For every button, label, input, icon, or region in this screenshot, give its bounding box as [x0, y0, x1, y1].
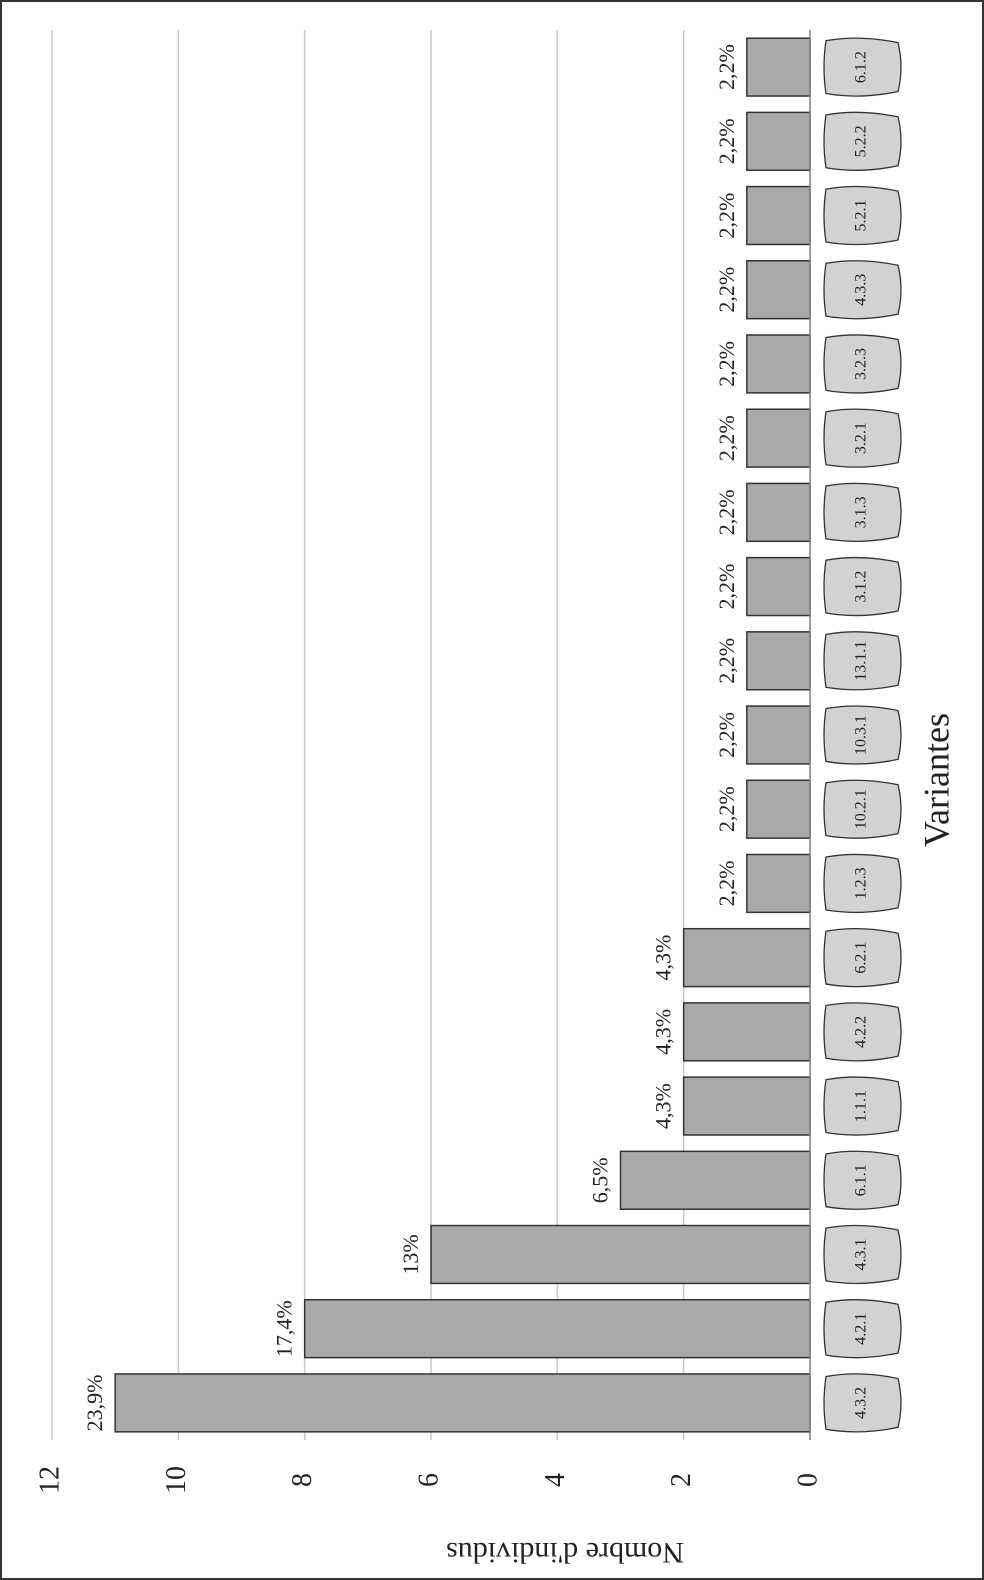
vessel: [823, 705, 902, 765]
vessel: [823, 1002, 902, 1062]
vessel: [823, 631, 902, 691]
vessel: [823, 1299, 902, 1359]
x-tick-label: 10.3.1: [853, 715, 870, 755]
x-tick-label: 3.2.3: [853, 348, 870, 380]
bar: [746, 482, 811, 543]
x-tick-label: 3.1.3: [853, 496, 870, 528]
bar: [746, 408, 811, 468]
bar: [746, 334, 811, 394]
value-label: 2,2%: [714, 415, 739, 461]
x-tick-label: 4.2.2: [853, 1016, 870, 1048]
bar: [746, 260, 811, 320]
bar: [682, 927, 811, 988]
value-label: 6,5%: [588, 1157, 613, 1203]
y-tick-label: 10: [161, 1466, 192, 1494]
bar: [746, 556, 811, 617]
vessel: [823, 408, 902, 468]
value-label: 4,3%: [651, 935, 676, 981]
x-tick-label: 3.2.1: [853, 422, 870, 454]
vessel: [823, 260, 902, 320]
x-axis-title: Variantes: [916, 713, 956, 847]
y-tick-label: 0: [792, 1473, 823, 1487]
vessel: [823, 779, 902, 839]
value-label: 2,2%: [714, 267, 739, 313]
value-label: 2,2%: [714, 44, 739, 90]
vessel: [823, 853, 902, 914]
value-label: 4,3%: [651, 1083, 676, 1129]
bar: [746, 37, 811, 97]
bar: [430, 1224, 811, 1285]
x-tick-label: 5.2.1: [853, 200, 870, 232]
bar: [746, 631, 811, 691]
bar: [746, 185, 811, 246]
plot: Nombre d'individus Variantes 0 2 4 6 8 10 12 4.…: [34, 30, 956, 1569]
vessel: [823, 1224, 902, 1285]
x-tick-label: 10.2.1: [853, 789, 870, 829]
y-tick-label: 6: [413, 1473, 444, 1487]
vessel: [823, 1373, 902, 1433]
x-tick-label: 4.3.1: [853, 1238, 870, 1270]
bar: [746, 705, 811, 765]
bar: [746, 853, 811, 914]
value-label: 2,2%: [714, 712, 739, 758]
vessel: [823, 556, 902, 617]
value-label: 2,2%: [714, 564, 739, 610]
vessel: [823, 482, 902, 543]
value-label: 2,2%: [714, 489, 739, 535]
bar: [682, 1002, 811, 1062]
vessel: [823, 111, 902, 171]
y-tick-label: 2: [666, 1473, 697, 1487]
x-tick-label: 1.1.1: [853, 1090, 870, 1122]
x-tick-label: 6.1.2: [853, 51, 870, 83]
x-tick-label: 4.3.3: [853, 274, 870, 306]
bar: [303, 1298, 811, 1359]
vessel: [823, 185, 902, 246]
value-label: 13%: [398, 1234, 423, 1274]
vessel: [823, 37, 902, 97]
x-tick-label: 1.2.3: [853, 867, 870, 899]
x-tick-label: 6.2.1: [853, 942, 870, 974]
vessel: [823, 927, 902, 988]
value-label: 23,9%: [82, 1374, 107, 1431]
value-label: 4,3%: [651, 1009, 676, 1055]
x-tick-label: 5.2.2: [853, 125, 870, 157]
bar: [746, 779, 811, 839]
value-label: 17,4%: [272, 1300, 297, 1357]
value-label: 2,2%: [714, 861, 739, 907]
x-tick-label: 3.1.2: [853, 571, 870, 603]
y-tick-label: 4: [540, 1473, 571, 1487]
x-tick-label: 6.1.1: [853, 1164, 870, 1196]
bar: [682, 1076, 811, 1136]
value-label: 2,2%: [714, 193, 739, 239]
value-label: 2,2%: [714, 786, 739, 832]
value-label: 2,2%: [714, 118, 739, 164]
y-tick-label: 8: [287, 1473, 318, 1487]
x-tick-label: 13.1.1: [853, 641, 870, 681]
x-tick-label: 4.2.1: [853, 1313, 870, 1345]
vessel: [823, 1150, 902, 1210]
y-axis-title: Nombre d'individus: [446, 1536, 684, 1569]
bar: [114, 1373, 811, 1433]
vessel: [823, 1076, 902, 1136]
bar: [746, 111, 811, 172]
y-tick-label: 12: [34, 1466, 65, 1494]
bar: [619, 1150, 811, 1210]
vessel: [823, 334, 902, 394]
value-label: 2,2%: [714, 638, 739, 684]
x-tick-label: 4.3.2: [853, 1387, 870, 1419]
value-label: 2,2%: [714, 341, 739, 387]
